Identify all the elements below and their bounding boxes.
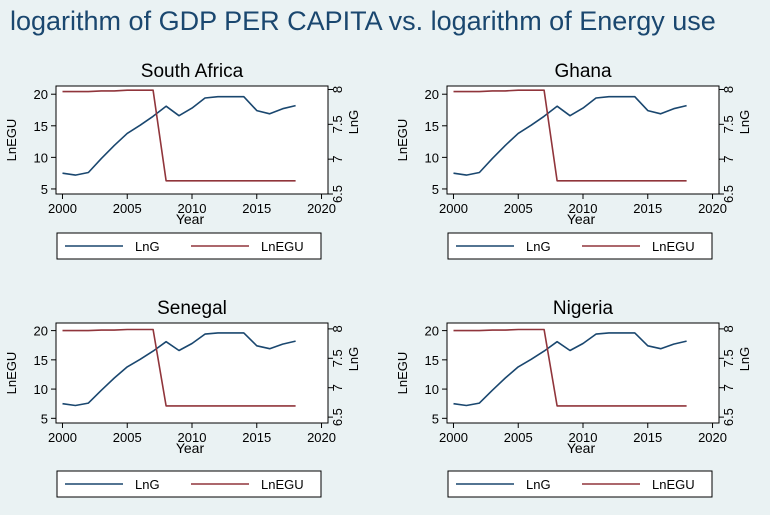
- legend-label-lnegu: LnEGU: [652, 477, 695, 492]
- y-right-axis-label: LnG: [346, 347, 361, 372]
- legend-label-lnegu: LnEGU: [261, 239, 304, 254]
- y-right-tick-label: 7.5: [330, 349, 345, 367]
- y-right-axis-label: LnG: [737, 110, 752, 135]
- x-tick-label: 2005: [113, 201, 142, 216]
- legend-label-lng: LnG: [526, 477, 551, 492]
- series-line-lng: [62, 95, 296, 176]
- y-right-axis-label: LnG: [737, 347, 752, 372]
- x-tick-label: 2000: [48, 201, 77, 216]
- y-left-tick-label: 5: [432, 411, 439, 426]
- y-right-tick-label: 6.5: [330, 408, 345, 426]
- x-tick-label: 2000: [439, 430, 468, 445]
- y-left-tick-label: 15: [425, 119, 439, 134]
- legend-box: [447, 470, 713, 498]
- x-tick-label: 2010: [178, 430, 207, 445]
- y-left-tick-label: 15: [425, 353, 439, 368]
- panel-title: Nigeria: [553, 298, 614, 319]
- y-left-tick-label: 5: [41, 182, 48, 197]
- x-tick-label: 2000: [439, 201, 468, 216]
- panel-title: South Africa: [141, 61, 244, 82]
- x-axis-label: Year: [176, 211, 205, 227]
- plot-area: [446, 322, 720, 424]
- y-left-tick-label: 10: [425, 382, 439, 397]
- chart-panel-ghana: Ghana 2000 2005 2010 2015 2020 Year 5 10 15 20 LnEG…: [395, 61, 752, 260]
- y-left-tick-label: 5: [41, 411, 48, 426]
- series-line-lnegu: [62, 328, 296, 407]
- y-right-tick-label: 7: [330, 156, 345, 163]
- legend-label-lng: LnG: [526, 239, 551, 254]
- y-right-tick-label: 8: [721, 325, 736, 332]
- legend-label-lng: LnG: [135, 477, 160, 492]
- x-tick-label: 2020: [307, 430, 336, 445]
- y-left-tick-label: 20: [34, 87, 48, 102]
- x-tick-label: 2015: [633, 430, 662, 445]
- x-axis-label: Year: [176, 440, 205, 456]
- y-right-tick-label: 7.5: [721, 349, 736, 367]
- x-tick-label: 2000: [48, 430, 77, 445]
- chart-panel-south-africa: South Africa 2000 2005 2010 2015 2020 Year 5 10 1…: [4, 61, 361, 260]
- x-tick-label: 2015: [633, 201, 662, 216]
- x-tick-label: 2010: [569, 201, 598, 216]
- legend-label-lng: LnG: [135, 239, 160, 254]
- y-left-axis-label: LnEGU: [4, 352, 19, 395]
- y-left-tick-label: 20: [34, 324, 48, 339]
- y-right-tick-label: 8: [330, 86, 345, 93]
- x-tick-label: 2015: [242, 430, 271, 445]
- plot-area: [446, 85, 720, 195]
- y-left-tick-label: 5: [432, 182, 439, 197]
- y-left-tick-label: 20: [425, 324, 439, 339]
- series-line-lng: [453, 95, 687, 176]
- y-left-axis-label: LnEGU: [4, 119, 19, 162]
- y-left-tick-label: 10: [34, 150, 48, 165]
- y-left-tick-label: 15: [34, 353, 48, 368]
- y-right-tick-label: 8: [721, 86, 736, 93]
- y-right-axis-label: LnG: [346, 110, 361, 135]
- y-left-tick-label: 20: [425, 87, 439, 102]
- chart-panel-nigeria: Nigeria 2000 2005 2010 2015 2020 Year 5 10 15 20 Ln…: [395, 298, 752, 498]
- series-line-lnegu: [453, 89, 687, 182]
- x-tick-label: 2020: [698, 430, 727, 445]
- y-left-tick-label: 10: [34, 382, 48, 397]
- x-tick-label: 2005: [504, 201, 533, 216]
- series-line-lnegu: [453, 328, 687, 407]
- x-tick-label: 2005: [504, 430, 533, 445]
- x-tick-label: 2010: [569, 430, 598, 445]
- x-tick-label: 2010: [178, 201, 207, 216]
- y-right-tick-label: 7: [721, 156, 736, 163]
- x-axis-label: Year: [567, 211, 596, 227]
- panel-title: Ghana: [554, 61, 611, 82]
- y-right-tick-label: 7.5: [330, 115, 345, 133]
- figure-title: logarithm of GDP PER CAPITA vs. logarith…: [10, 6, 716, 36]
- y-left-tick-label: 10: [425, 150, 439, 165]
- y-right-tick-label: 6.5: [330, 185, 345, 203]
- y-right-tick-label: 6.5: [721, 185, 736, 203]
- y-right-tick-label: 6.5: [721, 408, 736, 426]
- x-tick-label: 2020: [698, 201, 727, 216]
- chart-panel-senegal: Senegal 2000 2005 2010 2015 2020 Year 5 10 15 20 Ln…: [4, 298, 361, 498]
- plot-area: [55, 322, 329, 424]
- y-left-axis-label: LnEGU: [395, 352, 410, 395]
- y-right-tick-label: 7.5: [721, 115, 736, 133]
- y-right-tick-label: 7: [721, 384, 736, 391]
- legend-label-lnegu: LnEGU: [261, 477, 304, 492]
- x-axis-label: Year: [567, 440, 596, 456]
- x-tick-label: 2020: [307, 201, 336, 216]
- y-right-tick-label: 8: [330, 325, 345, 332]
- legend-label-lnegu: LnEGU: [652, 239, 695, 254]
- plot-area: [55, 85, 329, 195]
- x-tick-label: 2015: [242, 201, 271, 216]
- y-left-axis-label: LnEGU: [395, 119, 410, 162]
- series-line-lng: [62, 332, 296, 407]
- y-left-tick-label: 15: [34, 119, 48, 134]
- y-right-tick-label: 7: [330, 384, 345, 391]
- series-line-lnegu: [62, 89, 296, 182]
- series-line-lng: [453, 332, 687, 407]
- x-tick-label: 2005: [113, 430, 142, 445]
- panel-title: Senegal: [157, 298, 227, 319]
